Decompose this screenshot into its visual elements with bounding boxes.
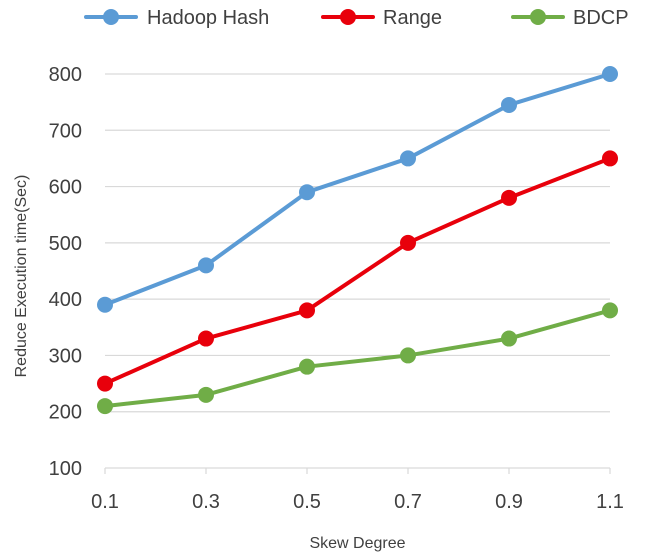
data-point: [400, 347, 416, 364]
y-tick-label: 100: [49, 458, 82, 480]
legend-item: BDCP: [511, 7, 629, 29]
data-point: [198, 386, 214, 403]
data-point: [299, 184, 315, 201]
y-tick-label: 500: [49, 233, 82, 255]
x-tick-label: 1.1: [596, 491, 624, 513]
series-hadoop-hash: [97, 66, 618, 313]
x-tick-label: 0.5: [293, 491, 321, 513]
data-point: [602, 302, 618, 319]
x-axis-title: Skew Degree: [309, 535, 405, 552]
series-line: [103, 308, 612, 409]
data-point: [501, 96, 517, 113]
data-point: [400, 150, 416, 167]
y-tick-label: 400: [49, 289, 82, 311]
legend-swatch-marker: [103, 9, 119, 25]
series-range: [97, 150, 618, 392]
legend-item: Range: [321, 7, 442, 29]
legend-label: Hadoop Hash: [147, 7, 269, 29]
gridlines: [105, 73, 610, 469]
series-lines: [97, 66, 618, 415]
x-tick-label: 0.9: [495, 491, 523, 513]
legend-swatch-marker: [530, 9, 546, 25]
series-line: [103, 156, 612, 386]
y-axis-title: Reduce Execution time(Sec): [13, 175, 30, 378]
x-axis-tick-labels: 0.1 0.3 0.5 0.7 0.9 1.1: [91, 468, 624, 513]
legend-item: Hadoop Hash: [84, 7, 269, 29]
data-point: [97, 375, 113, 392]
data-point: [602, 66, 618, 82]
data-point: [602, 150, 618, 167]
x-tick-label: 0.7: [394, 491, 422, 513]
data-point: [299, 358, 315, 375]
legend: Hadoop Hash Range BDCP: [84, 7, 629, 29]
y-tick-label: 200: [49, 402, 82, 424]
series-bdcp: [97, 302, 618, 415]
data-point: [400, 234, 416, 251]
y-tick-label: 700: [49, 120, 82, 142]
data-point: [198, 257, 214, 274]
x-tick-label: 0.3: [192, 491, 220, 513]
legend-label: Range: [383, 7, 442, 29]
x-tick-label: 0.1: [91, 491, 119, 513]
data-point: [501, 189, 517, 206]
y-tick-label: 300: [49, 345, 82, 367]
y-tick-label: 800: [49, 64, 82, 86]
data-point: [198, 330, 214, 347]
data-point: [97, 296, 113, 313]
series-line: [103, 72, 612, 307]
y-tick-label: 600: [49, 177, 82, 199]
legend-swatch-marker: [340, 9, 356, 25]
data-point: [299, 302, 315, 319]
data-point: [501, 330, 517, 347]
data-point: [97, 398, 113, 415]
legend-label: BDCP: [573, 7, 629, 29]
y-axis-tick-labels: 100 200 300 400 500 600 700 800: [49, 64, 82, 480]
